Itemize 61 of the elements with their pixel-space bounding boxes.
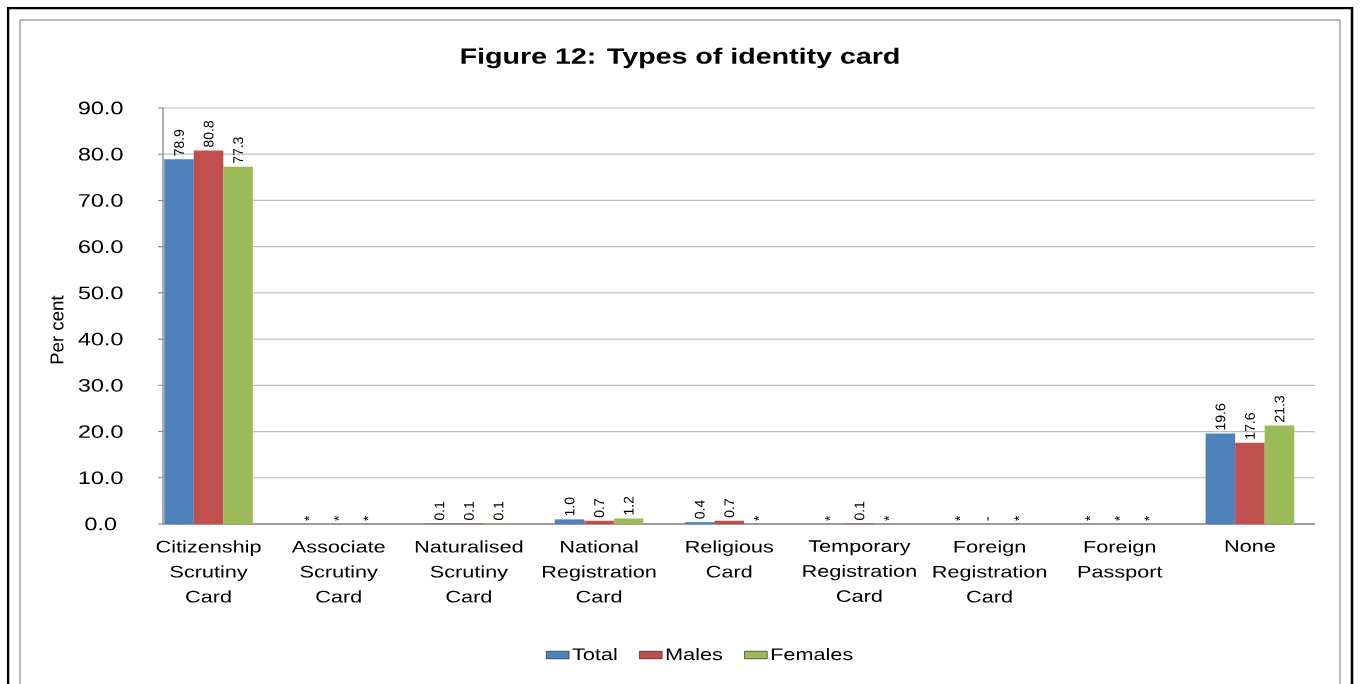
- y-tick-label: 70.0: [79, 194, 123, 207]
- chart-title: Figure 12: Types of identity card: [461, 47, 899, 69]
- y-axis-title: Per cent: [50, 295, 64, 364]
- x-tick-label: Temporary Registration Card: [803, 540, 916, 602]
- y-tick-label: 60.0: [79, 240, 123, 254]
- y-tick-label: 20.0: [79, 425, 123, 438]
- bar: [613, 518, 644, 524]
- text: *: [955, 515, 961, 521]
- text: *: [363, 515, 369, 521]
- text: *: [333, 515, 339, 521]
- bar: [193, 150, 224, 524]
- x-tick-label: Citizenship Scrutiny Card: [156, 540, 261, 603]
- data-label: 0.1: [854, 501, 865, 521]
- data-label: 78.9: [174, 129, 184, 156]
- data-label: 77.3: [233, 137, 244, 164]
- data-label: 21.3: [1274, 395, 1285, 422]
- data-label: 0.4: [694, 500, 705, 519]
- x-tick-label: Religious Card: [686, 540, 773, 578]
- x-tick-label: National Registration Card: [543, 540, 656, 603]
- data-label: 0.1: [463, 501, 474, 521]
- bar: [164, 159, 194, 524]
- legend-label: Males: [666, 647, 723, 661]
- data-label: -: [987, 517, 989, 521]
- x-tick-label: None: [1225, 540, 1275, 552]
- y-tick-label: 90.0: [78, 101, 123, 115]
- legend-label: Females: [771, 647, 853, 661]
- text: *: [1085, 515, 1091, 521]
- data-label: 1.2: [623, 496, 634, 515]
- x-tick-label: Associate Scrutiny Card: [291, 540, 385, 603]
- y-tick-label: 30.0: [78, 378, 123, 392]
- data-label: 17.6: [1244, 413, 1255, 439]
- y-tick-label: 50.0: [78, 286, 123, 300]
- bar: [1264, 425, 1295, 524]
- data-label: 80.8: [203, 120, 214, 147]
- bar: [1205, 433, 1236, 524]
- y-tick-label: 10.0: [79, 471, 123, 485]
- text: *: [1144, 515, 1150, 521]
- text: *: [1014, 515, 1020, 521]
- x-tick-label: Foreign Passport: [1078, 540, 1163, 581]
- data-label: 0.1: [434, 501, 445, 521]
- y-tick-label: 0.0: [85, 517, 117, 531]
- data-label: 0.7: [594, 499, 605, 518]
- bar: [1235, 442, 1265, 524]
- data-label: 1.0: [564, 497, 575, 516]
- bar: [223, 166, 253, 524]
- text: *: [1114, 515, 1120, 521]
- text: *: [884, 515, 890, 521]
- text: *: [304, 515, 310, 521]
- legend-label: Total: [572, 647, 617, 661]
- data-label: 19.6: [1215, 403, 1226, 430]
- bar: [714, 520, 745, 524]
- x-tick-label: Naturalised Scrutiny Card: [415, 540, 523, 603]
- y-tick-label: 80.0: [78, 147, 123, 161]
- bar: [584, 520, 614, 524]
- data-label: 0.7: [724, 499, 735, 518]
- data-label: 0.1: [493, 501, 504, 521]
- text: *: [825, 515, 830, 521]
- text: *: [753, 515, 759, 521]
- bar: [554, 519, 585, 524]
- x-tick-label: Foreign Registration Card: [933, 540, 1046, 603]
- y-tick-label: 40.0: [78, 332, 123, 346]
